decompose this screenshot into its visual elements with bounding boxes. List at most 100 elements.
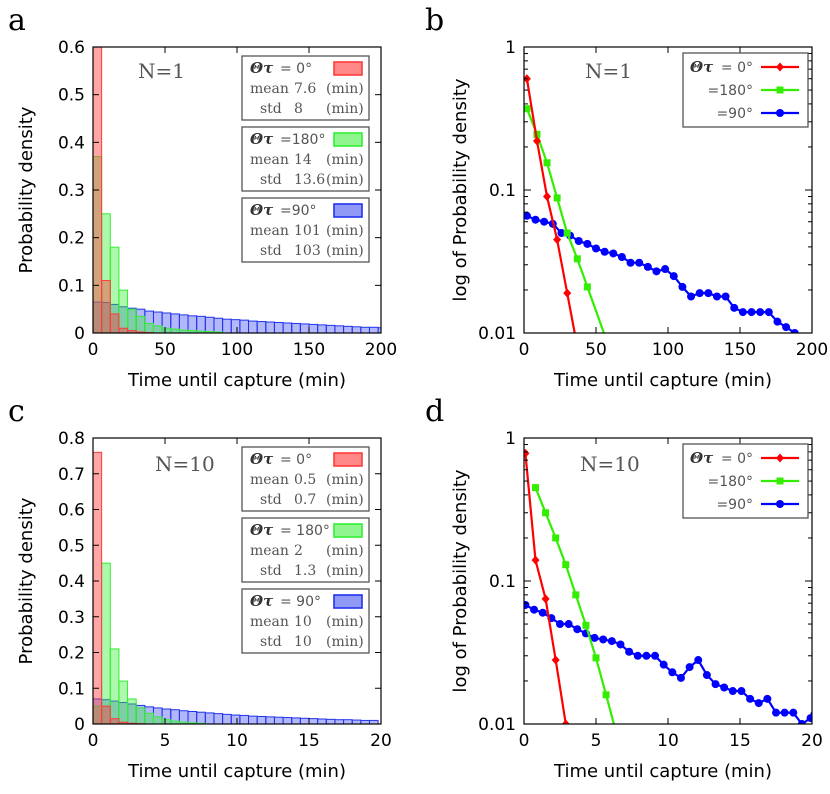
histogram-bar <box>101 280 111 333</box>
data-point-diamond <box>524 448 530 458</box>
panel-letter: d <box>425 394 444 429</box>
x-axis-label: Time until capture (min) <box>127 761 346 782</box>
x-tick-label: 0 <box>519 731 530 751</box>
data-point-circle <box>747 308 756 317</box>
y-tick-label: 0.7 <box>58 465 85 485</box>
data-point-circle <box>616 640 625 649</box>
x-tick-label: 200 <box>796 340 828 360</box>
data-point-circle <box>573 625 582 634</box>
histogram-bar <box>308 718 319 724</box>
histogram-bar <box>265 321 275 333</box>
legend-theta-label: Θτ <box>250 592 274 610</box>
histogram-bar <box>282 717 293 724</box>
y-tick-label: 0 <box>74 715 85 735</box>
histogram-bar <box>239 319 250 333</box>
legend-std-value: 13.6 <box>294 172 325 188</box>
histogram-bar <box>308 323 319 333</box>
y-tick-label: 0.1 <box>489 181 516 201</box>
legend-unit-label: (min) <box>326 634 364 650</box>
legend-mean-label: mean <box>250 614 289 630</box>
legend-mean-label: mean <box>250 543 289 559</box>
data-point-circle <box>617 252 626 261</box>
data-point-square <box>562 561 570 569</box>
legend-angle-label: =180° <box>708 474 753 490</box>
legend-swatch <box>333 61 363 76</box>
x-tick-label: 15 <box>298 731 320 751</box>
data-point-circle <box>625 647 634 656</box>
y-axis-label: Probability density <box>16 106 37 273</box>
data-point-circle <box>756 308 765 317</box>
histogram-bar <box>118 289 129 333</box>
legend-theta-label: Θτ <box>250 450 274 468</box>
legend-angle-label: =180° <box>708 83 753 99</box>
histogram-bar <box>161 719 172 724</box>
data-point-circle <box>685 663 694 672</box>
legend-angle-label: = 0° <box>721 451 753 467</box>
data-point-square <box>582 621 590 629</box>
legend-swatch <box>333 132 363 147</box>
legend-mean-value: 10 <box>294 614 312 630</box>
x-tick-label: 10 <box>226 731 248 751</box>
data-point-circle <box>669 272 678 281</box>
x-axis-label: Time until capture (min) <box>127 370 346 391</box>
data-point-circle <box>599 635 608 644</box>
legend-theta-label: Θτ <box>690 58 714 76</box>
data-point-circle <box>652 267 661 276</box>
panel-letter: a <box>8 3 26 38</box>
legend-unit-label: (min) <box>326 543 364 559</box>
legend-std-value: 103 <box>294 243 321 259</box>
n-annotation: N=1 <box>138 59 185 83</box>
histogram-bar <box>360 326 370 333</box>
x-tick-label: 100 <box>221 340 253 360</box>
data-point-circle <box>609 249 618 258</box>
data-point-circle <box>711 680 720 689</box>
data-point-circle <box>538 608 547 617</box>
histogram-bar <box>101 705 111 724</box>
legend-swatch <box>333 523 363 538</box>
histogram-bar <box>152 325 163 333</box>
series-line <box>524 453 567 724</box>
data-point-square <box>583 283 591 291</box>
legend-theta-label: Θτ <box>250 521 274 539</box>
legend-unit-label: (min) <box>326 152 364 168</box>
panel-letter: c <box>8 394 25 429</box>
legend-angle-label: = 0° <box>280 452 312 468</box>
legend-angle-label: =90° <box>716 106 753 122</box>
panel-c: c 0 5 10 15 20 0 0.1 0.2 0.3 0.4 0.5 0.6 0.7 0.8 N=10 Ti… <box>8 394 392 782</box>
data-point-circle <box>790 329 799 333</box>
data-point-circle <box>776 109 784 117</box>
y-tick-label: 0.3 <box>58 608 85 628</box>
y-tick-label: 0.6 <box>58 38 85 58</box>
data-point-diamond <box>563 288 572 298</box>
x-tick-label: 20 <box>370 731 392 751</box>
legend-swatch <box>333 203 363 218</box>
data-point-diamond <box>531 555 540 565</box>
histogram-bar <box>273 716 284 724</box>
data-point-square <box>776 477 784 485</box>
histogram-bar <box>144 322 154 333</box>
y-tick-label: 0.4 <box>58 133 85 153</box>
legend-mean-value: 0.5 <box>294 472 316 488</box>
data-point-square <box>611 723 619 724</box>
histogram-bar <box>230 319 241 333</box>
data-point-circle <box>746 694 755 703</box>
histogram-bar <box>222 713 232 724</box>
data-point-circle <box>583 239 592 248</box>
legend-theta-label: Θτ <box>690 449 714 467</box>
data-point-circle <box>600 247 609 256</box>
data-point-circle <box>540 217 549 226</box>
x-tick-label: 15 <box>729 731 751 751</box>
data-point-circle <box>524 211 531 220</box>
y-tick-label: 0.1 <box>489 572 516 592</box>
y-tick-label: 0.3 <box>58 181 85 201</box>
histogram-bar <box>265 716 275 724</box>
legend-unit-label: (min) <box>326 243 364 259</box>
legend-unit-label: (min) <box>326 563 364 579</box>
histogram-bar <box>343 325 353 333</box>
data-point-circle <box>676 673 685 682</box>
legend-mean-label: mean <box>250 223 289 239</box>
legend-mean-value: 101 <box>294 223 321 239</box>
data-point-circle <box>728 687 737 696</box>
data-point-circle <box>720 683 729 692</box>
